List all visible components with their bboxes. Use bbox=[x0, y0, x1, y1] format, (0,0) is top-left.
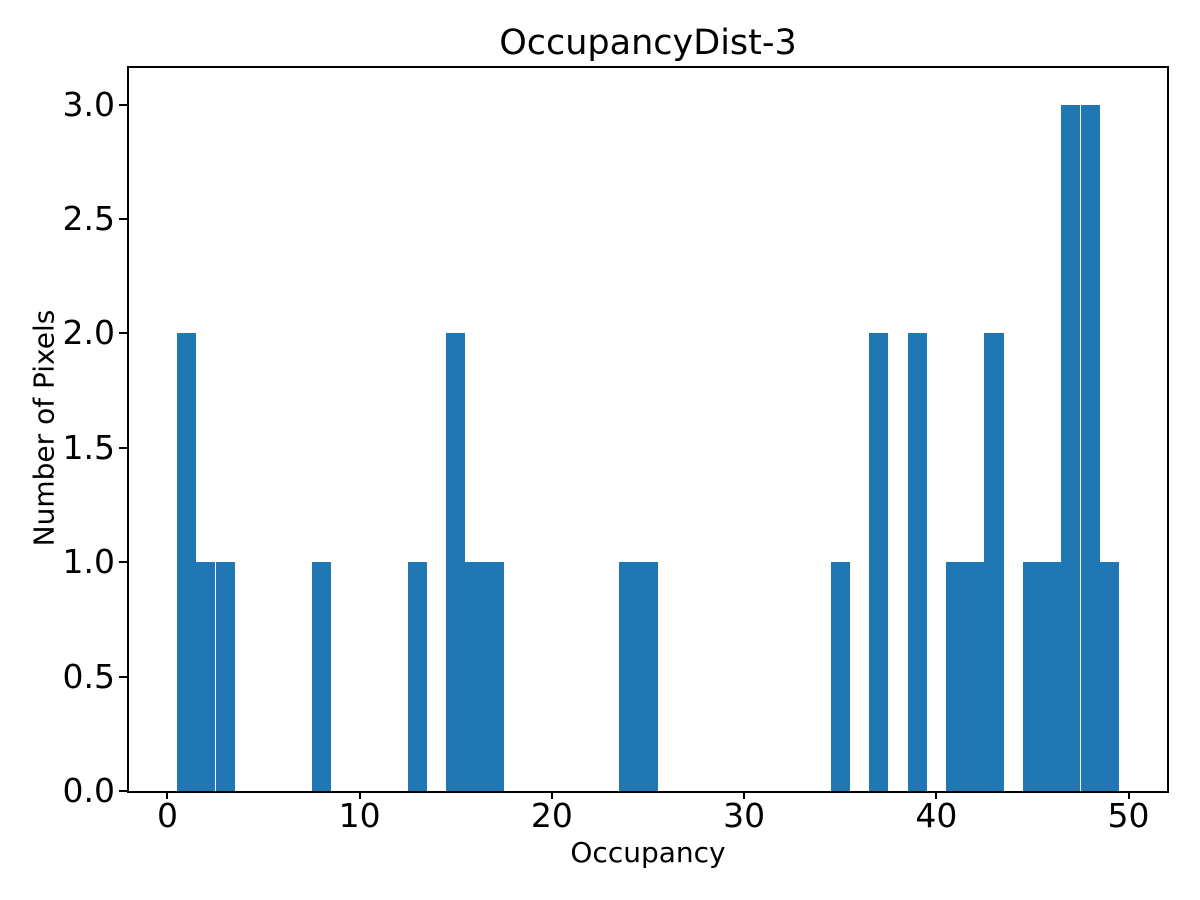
histogram-bar bbox=[215, 562, 235, 791]
x-tick-label: 30 bbox=[723, 796, 766, 835]
histogram-bar bbox=[1061, 104, 1081, 791]
plot-area bbox=[127, 66, 1169, 793]
y-tick-label: 2.0 bbox=[62, 313, 115, 353]
x-tick-mark bbox=[166, 791, 169, 799]
histogram-bar bbox=[619, 562, 639, 791]
histogram-bar bbox=[196, 562, 216, 791]
histogram-bar bbox=[465, 562, 485, 791]
histogram-bar bbox=[177, 333, 197, 791]
histogram-bar bbox=[1042, 562, 1062, 791]
x-axis-label: Occupancy bbox=[570, 836, 726, 869]
histogram-bar bbox=[311, 562, 331, 791]
y-tick-mark bbox=[119, 103, 127, 106]
y-tick-label: 1.5 bbox=[62, 427, 115, 467]
histogram-bar bbox=[407, 562, 427, 791]
histogram-bar bbox=[965, 562, 985, 791]
histogram-bar bbox=[446, 333, 466, 791]
y-tick-label: 0.5 bbox=[62, 656, 115, 696]
histogram-bar bbox=[869, 333, 889, 791]
y-tick-label: 2.5 bbox=[62, 199, 115, 238]
y-tick-label: 3.0 bbox=[62, 84, 115, 124]
histogram-bar bbox=[484, 562, 504, 791]
y-tick-mark bbox=[119, 675, 127, 678]
histogram-bar bbox=[984, 333, 1004, 791]
x-tick-mark bbox=[743, 791, 746, 799]
x-tick-mark bbox=[935, 791, 938, 799]
x-tick-mark bbox=[1127, 791, 1130, 799]
x-tick-label: 0 bbox=[156, 796, 178, 835]
histogram-bar bbox=[638, 562, 658, 791]
x-tick-label: 20 bbox=[530, 796, 573, 835]
y-tick-mark bbox=[119, 561, 127, 564]
histogram-bar bbox=[945, 562, 966, 791]
bars-layer bbox=[129, 68, 1167, 791]
y-tick-mark bbox=[119, 790, 127, 792]
y-tick-label: 1.0 bbox=[62, 542, 115, 582]
histogram-bar bbox=[907, 333, 927, 791]
chart-title: OccupancyDist-3 bbox=[499, 23, 797, 63]
x-tick-label: 40 bbox=[915, 796, 958, 835]
x-tick-mark bbox=[358, 791, 361, 799]
y-tick-mark bbox=[119, 218, 127, 220]
histogram-bar bbox=[830, 562, 850, 791]
histogram-bar bbox=[1022, 562, 1043, 791]
y-tick-mark bbox=[119, 446, 127, 449]
histogram-bar bbox=[1080, 104, 1100, 791]
x-tick-label: 10 bbox=[338, 796, 381, 835]
histogram-bar bbox=[1099, 562, 1119, 791]
y-tick-mark bbox=[119, 332, 127, 335]
y-tick-label: 0.0 bbox=[62, 771, 115, 810]
x-tick-mark bbox=[550, 791, 553, 799]
x-tick-label: 50 bbox=[1107, 796, 1150, 835]
